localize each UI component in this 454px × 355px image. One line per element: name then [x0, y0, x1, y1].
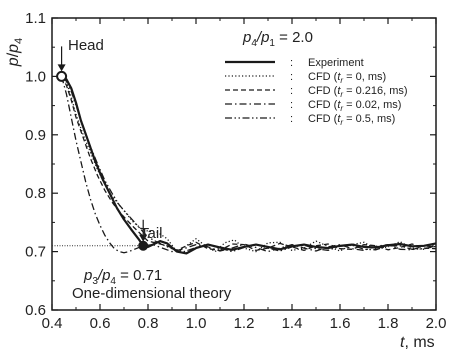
head-label: Head — [68, 37, 104, 54]
legend-label: CFD (tr = 0.216, ms) — [308, 85, 408, 99]
legend-label: Experiment — [308, 57, 364, 69]
legend-label-post: = 0.5, ms) — [343, 113, 395, 125]
x-tick-label: 1.2 — [234, 315, 255, 332]
head-arrow-icon — [57, 64, 66, 72]
y-axis-title: p/p4 — [5, 38, 25, 67]
legend-label-t: t — [337, 99, 341, 111]
series-line — [60, 76, 437, 254]
legend-label-pre: CFD ( — [308, 85, 338, 97]
series-line — [61, 75, 437, 255]
legend-label-pre: CFD ( — [308, 113, 338, 125]
y-tick-label: 1.0 — [25, 68, 46, 85]
y-tick-label: 0.7 — [25, 244, 46, 261]
legend-label-sub: r — [340, 76, 343, 85]
ticks-layer: 0.4 0.6 0.8 1.0 1.2 1.4 1.6 1.8 2.00.60.70.80.91… — [25, 10, 446, 332]
y-tick-label: 0.9 — [25, 127, 46, 144]
y-tick-label: 0.6 — [25, 302, 46, 319]
legend-label-pre: CFD ( — [308, 71, 338, 83]
legend-separator: : — [290, 99, 293, 111]
legend-label-post: = 0, ms) — [343, 71, 386, 83]
legend-separator: : — [290, 71, 293, 83]
legend-separator: : — [290, 85, 293, 97]
legend: p4/p1 = 2.0 : Experiment: CFD (tr = 0, ms)… — [225, 29, 408, 127]
y-tick-label: 0.8 — [25, 185, 46, 202]
x-tick-label: 1.4 — [282, 315, 303, 332]
x-tick-label: 1.8 — [378, 315, 399, 332]
legend-entries: : Experiment: CFD (tr = 0, ms): CFD (tr = 0… — [225, 57, 408, 127]
legend-label-t: t — [337, 71, 341, 83]
legend-label-post: = 0.216, ms) — [343, 85, 408, 97]
legend-separator: : — [290, 57, 293, 69]
legend-separator: : — [290, 113, 293, 125]
legend-label-pre: CFD ( — [308, 99, 338, 111]
tail-label: Tail — [140, 225, 163, 242]
legend-label-t: t — [337, 85, 341, 97]
series-layer — [52, 75, 437, 255]
legend-label: CFD (tr = 0.02, ms) — [308, 99, 401, 113]
tail-marker — [138, 240, 149, 251]
markers-layer — [56, 46, 149, 251]
legend-label-sub: r — [340, 90, 343, 99]
legend-label-sub: r — [340, 104, 343, 113]
series-line — [61, 75, 437, 253]
x-tick-label: 0.4 — [42, 315, 63, 332]
legend-label-t: t — [337, 113, 341, 125]
x-tick-label: 0.6 — [90, 315, 111, 332]
head-marker — [56, 70, 68, 82]
y-tick-label: 1.1 — [25, 10, 46, 27]
legend-title: p4/p1 = 2.0 — [242, 29, 313, 49]
legend-label-sub: r — [340, 118, 343, 127]
x-tick-label: 1.6 — [330, 315, 351, 332]
theory-name-label: One-dimensional theory — [72, 285, 232, 302]
x-axis-title: t, ms — [400, 334, 435, 351]
x-tick-label: 2.0 — [426, 315, 447, 332]
x-tick-label: 0.8 — [138, 315, 159, 332]
legend-label-post: = 0.02, ms) — [343, 99, 401, 111]
tail-arrow-icon — [139, 234, 148, 242]
legend-label: CFD (tr = 0, ms) — [308, 71, 386, 85]
legend-label: CFD (tr = 0.5, ms) — [308, 113, 395, 127]
theory-ratio-label: p3/p4 = 0.71 — [83, 267, 162, 287]
x-tick-label: 1.0 — [186, 315, 207, 332]
